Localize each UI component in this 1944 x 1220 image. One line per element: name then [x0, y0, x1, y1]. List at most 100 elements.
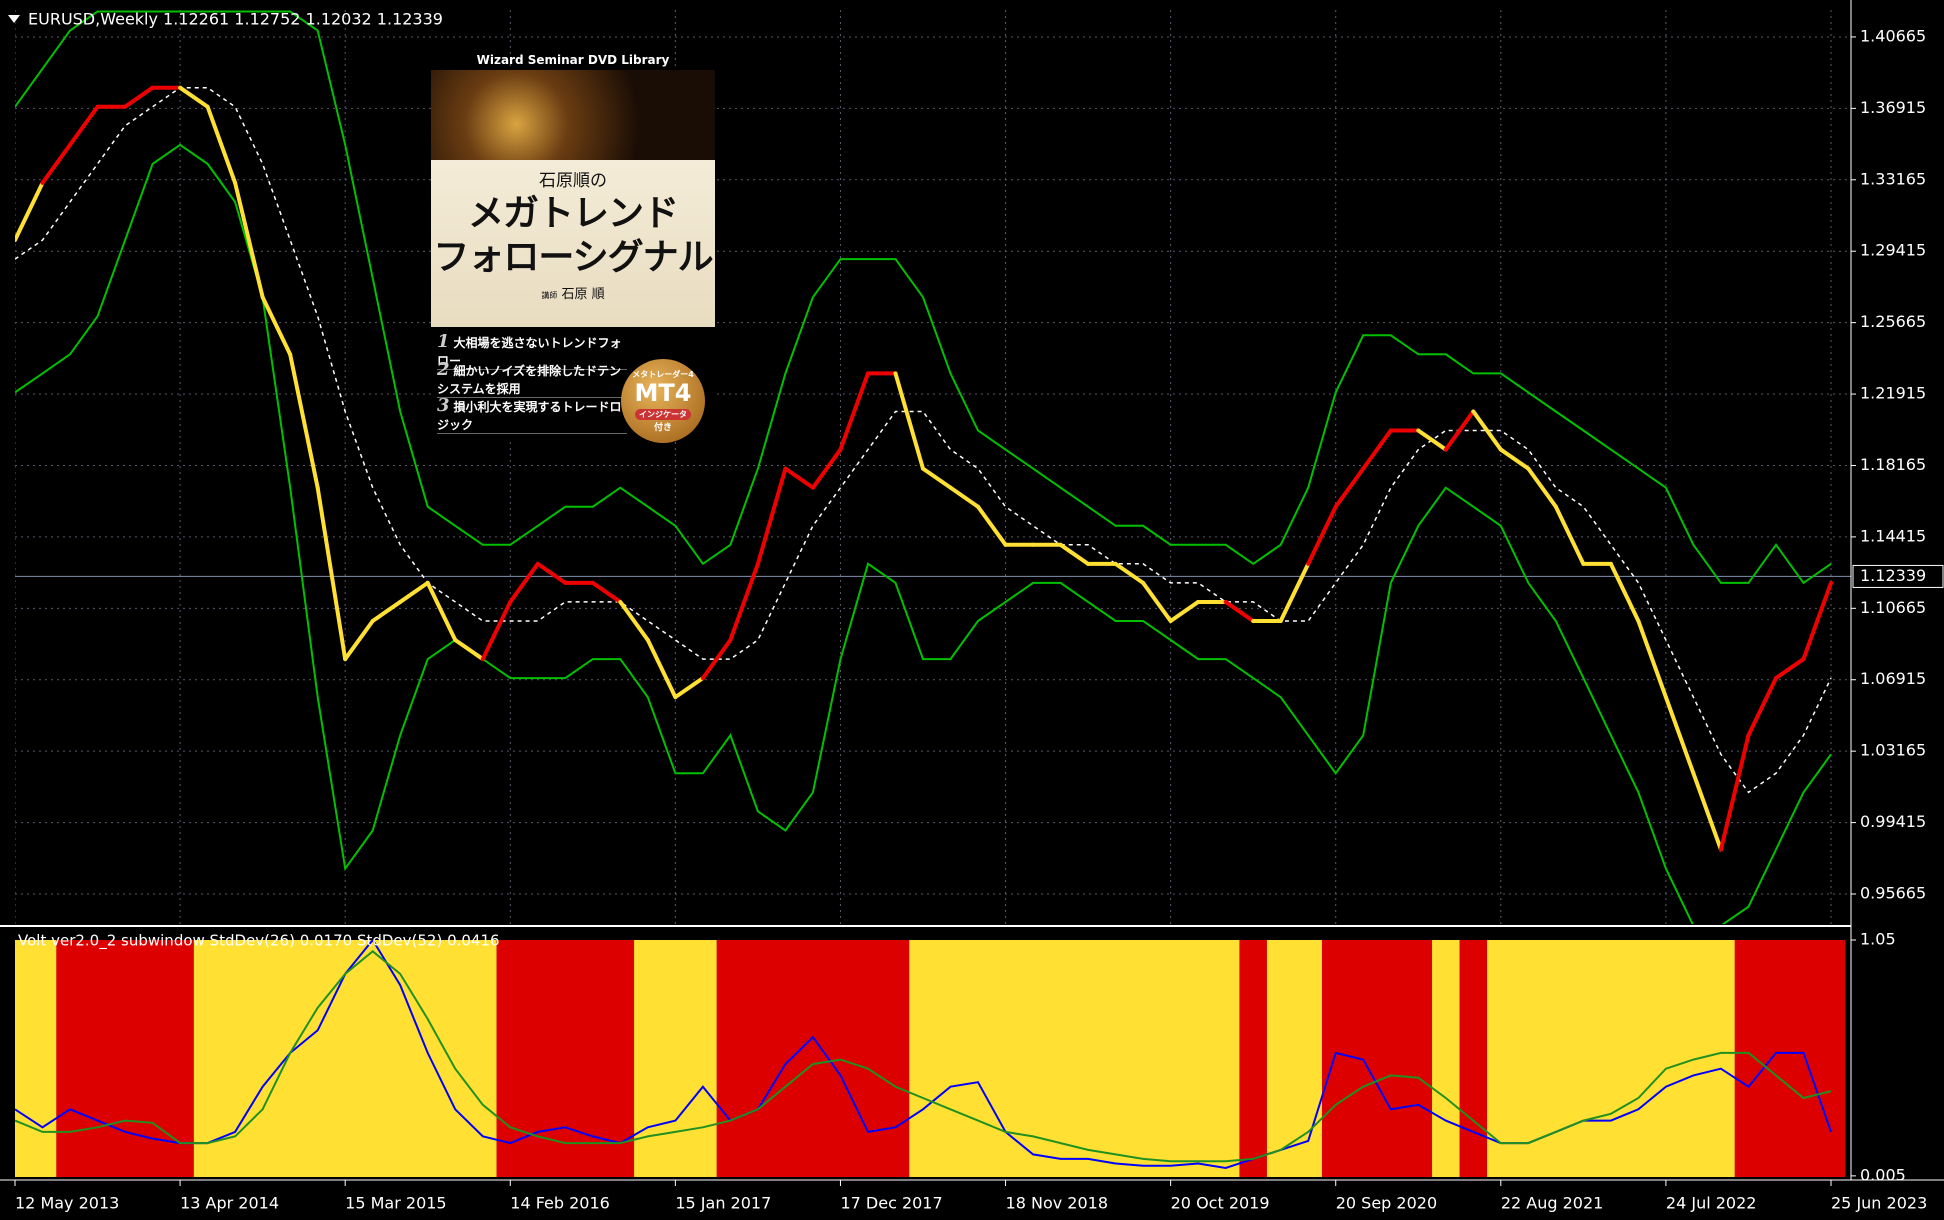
main-plot [15, 10, 1851, 924]
badge-pill: インジケータ [635, 409, 691, 420]
price-segment [205, 104, 238, 185]
price-segment [618, 599, 650, 643]
price-segment [1141, 580, 1173, 623]
regime-band [826, 940, 855, 1177]
x-tick-label: 18 Nov 2018 [1006, 1194, 1108, 1213]
price-segment [1691, 771, 1723, 852]
y-tick-label: 0.95665 [1860, 884, 1926, 903]
price-segment [976, 504, 1008, 547]
regime-band [771, 940, 800, 1177]
feature-text: 細かいノイズを排除したドテンシステムを採用 [437, 364, 622, 396]
regime-band [469, 940, 498, 1177]
price-segment [1443, 409, 1476, 452]
regime-band [1597, 940, 1626, 1177]
regime-band [248, 940, 277, 1177]
x-tick-label: 20 Sep 2020 [1336, 1194, 1437, 1213]
x-tick-label: 15 Jan 2017 [675, 1194, 771, 1213]
regime-band [1404, 940, 1433, 1177]
regime-band [221, 940, 250, 1177]
price-segment [68, 104, 100, 147]
price-segment [343, 618, 375, 662]
regime-band [1101, 940, 1130, 1177]
feature: 1 大相場を逃さないトレンドフォロー [437, 331, 627, 370]
price-segment [1333, 466, 1366, 509]
regime-band [496, 940, 525, 1177]
badge-main: MT4 [634, 379, 692, 407]
price-segment [645, 638, 678, 700]
price-segment [15, 180, 45, 243]
price-segment [1416, 428, 1448, 452]
regime-band [1074, 940, 1103, 1177]
price-segment [590, 580, 623, 604]
price-segment [838, 371, 870, 452]
x-tick-label: 20 Oct 2019 [1171, 1194, 1270, 1213]
y-tick-label: 1.06915 [1860, 669, 1926, 688]
y-tick-label: 1.29415 [1860, 241, 1926, 260]
badge-bottom: 付き [653, 423, 672, 433]
price-segment [921, 466, 953, 490]
regime-band [441, 940, 470, 1177]
y-tick-label: 1.33165 [1860, 169, 1926, 188]
y-tick-label: 1.10665 [1860, 598, 1926, 617]
price-segment [673, 676, 705, 700]
series-line [15, 10, 1832, 585]
regime-band [83, 940, 112, 1177]
regime-band [1762, 940, 1791, 1177]
ad-banner[interactable]: Wizard Seminar DVD Library 石原順の メガトレンド フ… [431, 50, 715, 443]
price-segment [480, 599, 513, 662]
title-line: フォローシグナル [433, 236, 713, 278]
regime-band [193, 940, 222, 1177]
x-tick-label: 13 Apr 2014 [180, 1194, 279, 1213]
regime-band [111, 940, 140, 1177]
price-segment [1306, 504, 1338, 566]
x-tick-label: 14 Feb 2016 [510, 1194, 610, 1213]
feature-text: 大相場を逃さないトレンドフォロー [437, 336, 622, 368]
regime-band [276, 940, 305, 1177]
price-segment [1223, 599, 1256, 623]
regime-band [15, 940, 30, 1177]
regime-band [1487, 940, 1516, 1177]
price-segment [1168, 599, 1201, 623]
price-segment [233, 180, 265, 300]
price-segment [1608, 561, 1641, 623]
mt4-badge: メタトレーダー4 MT4 インジケータ 付き [621, 359, 705, 443]
regime-band [1377, 940, 1406, 1177]
regime-band [579, 940, 608, 1177]
regime-band [854, 940, 883, 1177]
price-segment [893, 371, 925, 471]
feature-num: 2 [437, 359, 450, 380]
price-segment [1058, 542, 1091, 566]
regime-band [1211, 940, 1240, 1177]
regime-band [799, 940, 828, 1177]
price-segment [40, 142, 73, 185]
regime-band [1129, 940, 1158, 1177]
y-tick-label: 1.21915 [1860, 384, 1926, 403]
series-line [15, 950, 1832, 1163]
author-line: 石原順の [539, 171, 607, 191]
regime-band [1266, 940, 1295, 1177]
regime-band [689, 940, 718, 1177]
price-segment [1471, 409, 1503, 452]
subwindow-title: Volt ver2.0_2 subwindow StdDev(26) 0.017… [18, 932, 500, 951]
banner-photo [431, 70, 715, 160]
y-tick-label: 1.40665 [1860, 26, 1926, 45]
current-price-box [1852, 564, 1944, 588]
price-segment [1801, 580, 1833, 662]
banner-header: Wizard Seminar DVD Library [476, 53, 670, 67]
price-segment [425, 580, 458, 643]
regime-band [358, 940, 387, 1177]
regime-band [1432, 940, 1461, 1177]
chart-title: EURUSD,Weekly 1.12261 1.12752 1.12032 1.… [28, 10, 443, 29]
price-segment [1746, 676, 1778, 738]
regime-band [1019, 940, 1048, 1177]
regime-band [991, 940, 1020, 1177]
x-tick-label: 15 Mar 2015 [345, 1194, 446, 1213]
regime-band [1156, 940, 1185, 1177]
menu-triangle[interactable] [8, 15, 20, 23]
regime-band [1239, 940, 1268, 1177]
price-segment [1718, 733, 1751, 852]
regime-band [1321, 940, 1350, 1177]
x-tick-label: 17 Dec 2017 [840, 1194, 942, 1213]
regime-band [661, 940, 690, 1177]
